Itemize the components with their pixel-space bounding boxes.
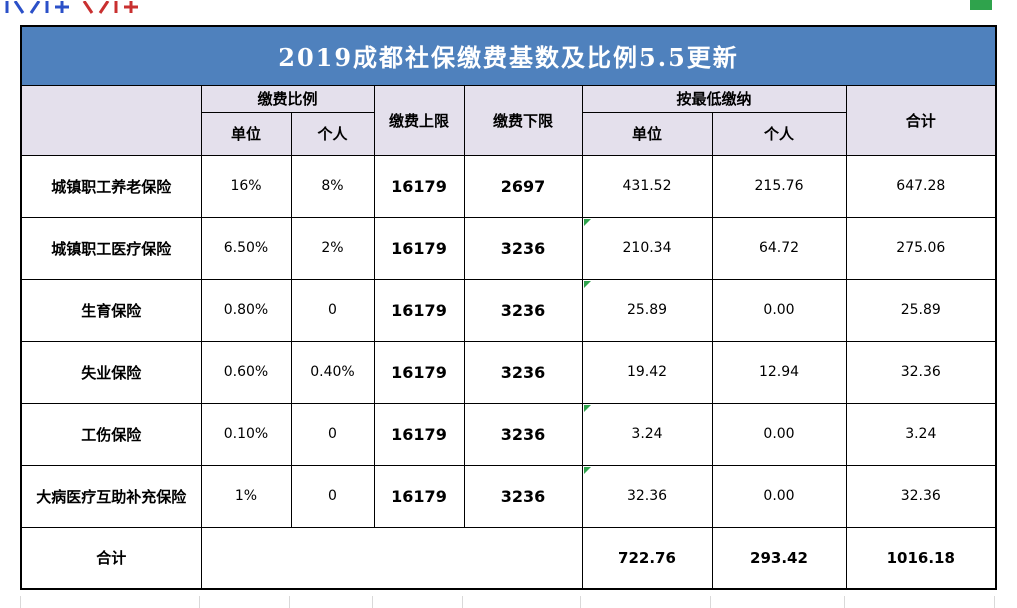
cell-min-person[interactable]: 0.00 [711,278,847,342]
cell-total[interactable]: 3.24 [845,402,997,466]
header-ratio-person[interactable]: 个人 [290,111,375,156]
clipped-text-decoration [2,0,162,14]
cell-grand-total[interactable]: 1016.18 [845,526,997,590]
cell-unit-ratio[interactable]: 0.60% [200,340,292,404]
title-row: 2019成都社保缴费基数及比例5.5更新 [20,25,997,86]
table-row: 生育保险 0.80% 0 16179 3236 25.89 0.00 25.89 [20,278,997,342]
cell-total[interactable]: 275.06 [845,216,997,280]
header-ratio-group[interactable]: 缴费比例 [200,84,375,113]
header-min-person[interactable]: 个人 [711,111,847,156]
header-total[interactable]: 合计 [845,84,997,156]
clipped-text-strokes [5,0,138,14]
cell-min-person[interactable]: 0.00 [711,464,847,528]
cell-unit-ratio[interactable]: 16% [200,154,292,218]
cell-upper-limit[interactable]: 16179 [373,340,465,404]
cell-min-person[interactable]: 12.94 [711,340,847,404]
cell-lower-limit[interactable]: 3236 [463,216,583,280]
cell-unit-ratio[interactable]: 0.80% [200,278,292,342]
cell-total-label[interactable]: 合计 [20,526,202,590]
cell-person-ratio[interactable]: 0.40% [290,340,375,404]
cell-person-ratio[interactable]: 2% [290,216,375,280]
spreadsheet-gridline-ticks [20,596,995,608]
cell-person-ratio[interactable]: 0 [290,402,375,466]
cell-upper-limit[interactable]: 16179 [373,154,465,218]
cell-person-ratio[interactable]: 0 [290,278,375,342]
header-min-pay-group[interactable]: 按最低缴纳 [581,84,847,113]
cell-insurance-name[interactable]: 生育保险 [20,278,202,342]
cell-min-person-total[interactable]: 293.42 [711,526,847,590]
green-cell-marker [970,0,992,10]
cell-min-unit[interactable]: 431.52 [581,154,713,218]
cell-person-ratio[interactable]: 8% [290,154,375,218]
cell-upper-limit[interactable]: 16179 [373,278,465,342]
cell-lower-limit[interactable]: 3236 [463,278,583,342]
header-row-2: 单位 个人 单位 个人 [21,111,996,156]
table-row: 城镇职工医疗保险 6.50% 2% 16179 3236 210.34 64.7… [20,216,997,280]
table-title[interactable]: 2019成都社保缴费基数及比例5.5更新 [20,25,997,86]
cell-insurance-name[interactable]: 工伤保险 [20,402,202,466]
cell-unit-ratio[interactable]: 0.10% [200,402,292,466]
cell-min-person[interactable]: 0.00 [711,402,847,466]
cell-upper-limit[interactable]: 16179 [373,402,465,466]
table-row: 大病医疗互助补充保险 1% 0 16179 3236 32.36 0.00 32… [20,464,997,528]
table-row: 城镇职工养老保险 16% 8% 16179 2697 431.52 215.76… [20,154,997,218]
cell-total[interactable]: 647.28 [845,154,997,218]
cell-total[interactable]: 32.36 [845,464,997,528]
cell-min-unit[interactable]: 32.36 [581,464,713,528]
cell-insurance-name[interactable]: 城镇职工医疗保险 [20,216,202,280]
header-empty-corner[interactable] [20,84,202,156]
cell-min-unit-total[interactable]: 722.76 [581,526,713,590]
cell-total[interactable]: 32.36 [845,340,997,404]
cell-min-unit[interactable]: 25.89 [581,278,713,342]
cell-unit-ratio[interactable]: 6.50% [200,216,292,280]
table-row: 失业保险 0.60% 0.40% 16179 3236 19.42 12.94 … [20,340,997,404]
cell-lower-limit[interactable]: 3236 [463,402,583,466]
cell-upper-limit[interactable]: 16179 [373,216,465,280]
cell-person-ratio[interactable]: 0 [290,464,375,528]
header-lower-limit[interactable]: 缴费下限 [463,84,583,156]
cell-min-person[interactable]: 64.72 [711,216,847,280]
cell-total[interactable]: 25.89 [845,278,997,342]
cell-lower-limit[interactable]: 3236 [463,464,583,528]
cell-min-unit[interactable]: 3.24 [581,402,713,466]
cell-insurance-name[interactable]: 大病医疗互助补充保险 [20,464,202,528]
table-row: 工伤保险 0.10% 0 16179 3236 3.24 0.00 3.24 [20,402,997,466]
cell-lower-limit[interactable]: 2697 [463,154,583,218]
cell-insurance-name[interactable]: 城镇职工养老保险 [20,154,202,218]
cell-lower-limit[interactable]: 3236 [463,340,583,404]
header-ratio-unit[interactable]: 单位 [200,111,292,156]
total-row: 合计 722.76 293.42 1016.18 [20,526,997,590]
cell-min-unit[interactable]: 210.34 [581,216,713,280]
cell-unit-ratio[interactable]: 1% [200,464,292,528]
cell-empty-span[interactable] [200,526,583,590]
cell-insurance-name[interactable]: 失业保险 [20,340,202,404]
cell-min-unit[interactable]: 19.42 [581,340,713,404]
header-min-unit[interactable]: 单位 [581,111,713,156]
header-row-1: 缴费比例 缴费上限 缴费下限 按最低缴纳 合计 [20,84,997,156]
social-insurance-table: 2019成都社保缴费基数及比例5.5更新 缴费比例 缴费上限 缴费下限 按最低缴… [20,25,998,590]
header-upper-limit[interactable]: 缴费上限 [373,84,465,156]
cell-min-person[interactable]: 215.76 [711,154,847,218]
cell-upper-limit[interactable]: 16179 [373,464,465,528]
